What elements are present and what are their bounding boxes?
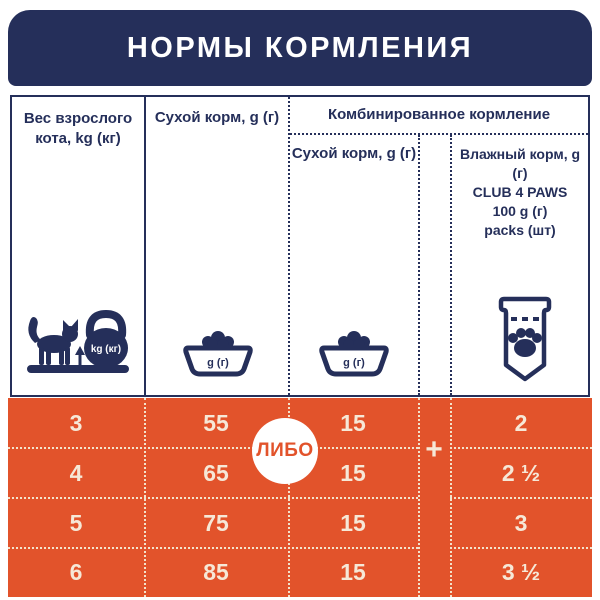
- grid-dotted-hline: [8, 497, 418, 499]
- subcol-dotted-separator-left: [418, 135, 420, 395]
- col-weight-label: Вес взрослого кота, kg (кг): [23, 110, 133, 147]
- grid-dotted-hline: [8, 547, 418, 549]
- food-bowl-icon: g (г): [183, 331, 253, 377]
- grid-dotted-vline: [418, 398, 420, 597]
- cell-wet-row2: 2 ½: [501, 459, 541, 486]
- cell-combined-dry-row4: 15: [340, 558, 366, 585]
- grid-dotted-hline: [450, 497, 592, 499]
- cell-weight-row3: 5: [69, 509, 83, 536]
- bowl-unit-label: g (г): [343, 357, 365, 369]
- cell-wet-row1: 2: [514, 409, 528, 436]
- or-badge: ЛИБО: [252, 418, 318, 484]
- col1-separator: [144, 97, 146, 395]
- wet-label-line-2: CLUB 4 PAWS: [472, 183, 568, 200]
- cell-dry-row2: 65: [203, 459, 229, 486]
- col-combined-label: Комбинированное кормление: [327, 106, 551, 123]
- wet-label-line-4: packs (шт): [484, 221, 556, 238]
- data-grid: 3 55 15 2 4 65 15 2 ½ 5 75 15 3 6 85 15 …: [8, 398, 592, 597]
- page-title: НОРМЫ КОРМЛЕНИЯ: [126, 31, 474, 64]
- cell-wet-row4: 3 ½: [501, 558, 541, 585]
- combined-header-underline: [290, 133, 588, 135]
- cell-dry-row1: 55: [203, 409, 229, 436]
- cell-wet-row3: 3: [514, 509, 528, 536]
- wet-food-pouch-icon: [498, 296, 552, 382]
- subcol-dotted-separator-right: [450, 135, 452, 395]
- grid-dotted-hline: [450, 447, 592, 449]
- food-bowl-icon: g (г): [319, 331, 389, 377]
- cell-dry-row3: 75: [203, 509, 229, 536]
- col-dry-label: Сухой корм, g (г): [154, 109, 280, 126]
- wet-label-line-1: Влажный корм, g (г): [459, 146, 581, 181]
- grid-dotted-hline: [450, 547, 592, 549]
- col-combined-dry-label: Сухой корм, g (г): [291, 145, 417, 162]
- cell-dry-row4: 85: [203, 558, 229, 585]
- cell-weight-row2: 4: [69, 459, 83, 486]
- grid-dotted-hline: [8, 447, 418, 449]
- paw-print-icon: [508, 328, 542, 357]
- cell-weight-row1: 3: [69, 409, 83, 436]
- col-combined-wet-label: Влажный корм, g (г) CLUB 4 PAWS 100 g (г…: [452, 145, 588, 239]
- kettlebell-unit-label: kg (кг): [91, 344, 121, 355]
- cat-weight-scale-icon: kg (кг): [27, 309, 129, 373]
- header-table: Вес взрослого кота, kg (кг) Сухой корм, …: [10, 95, 590, 397]
- cell-weight-row4: 6: [69, 558, 83, 585]
- bowl-unit-label: g (г): [207, 357, 229, 369]
- wet-label-line-3: 100 g (г): [492, 202, 548, 219]
- or-badge-label: ЛИБО: [256, 440, 314, 461]
- cell-combined-dry-row2: 15: [340, 459, 366, 486]
- title-banner: НОРМЫ КОРМЛЕНИЯ: [8, 10, 592, 86]
- col2-dotted-separator: [288, 97, 290, 395]
- cell-combined-dry-row3: 15: [340, 509, 366, 536]
- cell-combined-dry-row1: 15: [340, 409, 366, 436]
- plus-sign: +: [425, 433, 443, 466]
